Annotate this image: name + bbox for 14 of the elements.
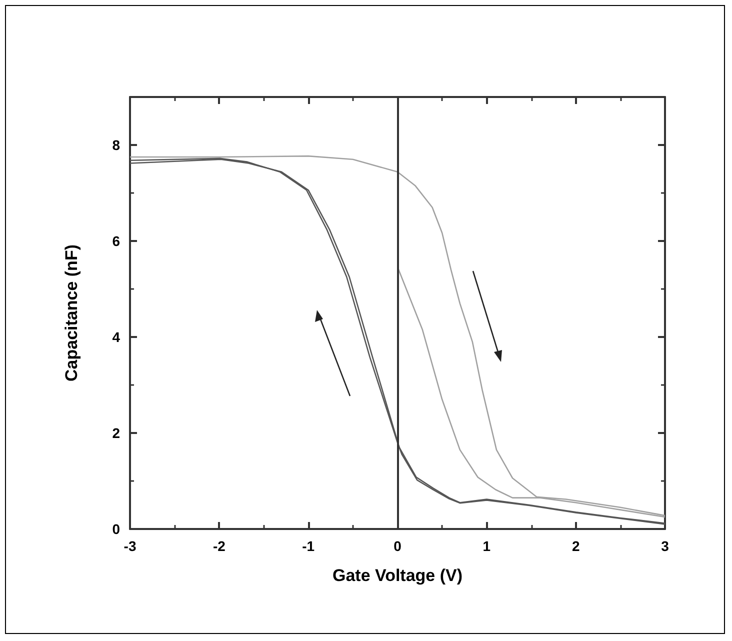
x-tick-label: 2: [572, 538, 580, 554]
x-axis-title: Gate Voltage (V): [332, 566, 463, 585]
x-tick-label: 0: [394, 538, 402, 554]
x-tick-label: -2: [212, 538, 226, 554]
y-tick-label: 4: [112, 329, 120, 345]
x-tick-label: -3: [124, 538, 136, 554]
x-tick-label: 3: [661, 538, 670, 554]
x-tick-label: -1: [302, 538, 315, 554]
x-tick-label: 1: [482, 538, 491, 554]
y-tick-label: 0: [112, 521, 120, 537]
y-tick-label: 8: [112, 137, 120, 153]
y-tick-label: 2: [112, 425, 120, 441]
y-tick-label: 6: [112, 233, 120, 249]
y-axis-title: Capacitance (nF): [62, 244, 81, 382]
